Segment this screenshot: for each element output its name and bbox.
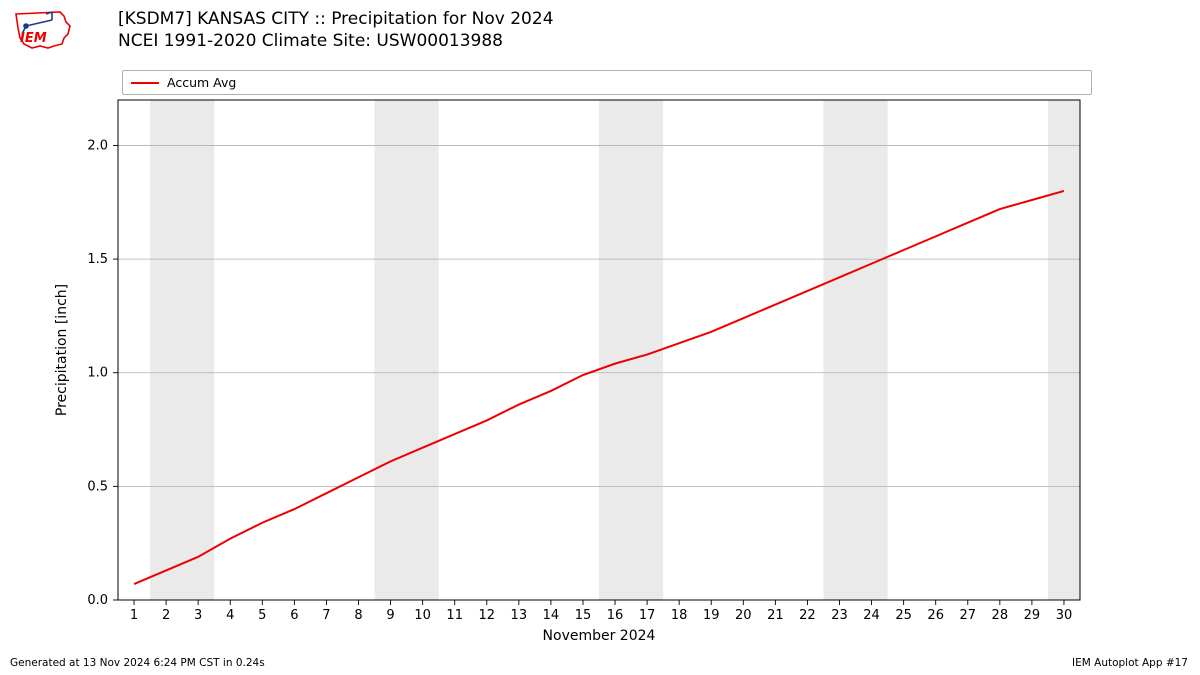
svg-text:1: 1 [130,608,138,623]
svg-text:November 2024: November 2024 [543,628,656,644]
svg-text:28: 28 [992,608,1009,623]
svg-text:3: 3 [194,608,202,623]
svg-text:7: 7 [322,608,330,623]
svg-text:14: 14 [543,608,560,623]
legend-label: Accum Avg [167,75,236,90]
svg-text:4: 4 [226,608,234,623]
svg-text:17: 17 [639,608,656,623]
svg-text:6: 6 [290,608,298,623]
svg-text:0.5: 0.5 [87,479,108,494]
svg-text:11: 11 [446,608,463,623]
svg-text:29: 29 [1024,608,1041,623]
legend: Accum Avg [122,70,1092,95]
svg-text:27: 27 [959,608,976,623]
svg-text:26: 26 [927,608,944,623]
svg-text:Precipitation [inch]: Precipitation [inch] [54,284,70,416]
svg-text:1.5: 1.5 [87,252,108,267]
svg-text:0.0: 0.0 [87,593,108,608]
svg-text:1.0: 1.0 [87,366,108,381]
precip-chart: 1234567891011121314151617181920212223242… [0,0,1200,675]
svg-text:8: 8 [354,608,362,623]
svg-text:23: 23 [831,608,848,623]
footer-app: IEM Autoplot App #17 [1072,657,1188,669]
svg-text:18: 18 [671,608,688,623]
svg-text:16: 16 [607,608,624,623]
svg-text:2: 2 [162,608,170,623]
svg-text:12: 12 [478,608,495,623]
svg-text:15: 15 [575,608,592,623]
footer-generated: Generated at 13 Nov 2024 6:24 PM CST in … [10,657,265,669]
svg-text:9: 9 [386,608,394,623]
legend-swatch [131,82,159,84]
svg-text:24: 24 [863,608,880,623]
svg-text:25: 25 [895,608,912,623]
svg-text:10: 10 [414,608,431,623]
svg-text:30: 30 [1056,608,1073,623]
svg-text:2.0: 2.0 [87,138,108,153]
svg-text:19: 19 [703,608,720,623]
svg-text:5: 5 [258,608,266,623]
svg-text:13: 13 [511,608,528,623]
svg-text:21: 21 [767,608,784,623]
svg-text:20: 20 [735,608,752,623]
svg-text:22: 22 [799,608,816,623]
